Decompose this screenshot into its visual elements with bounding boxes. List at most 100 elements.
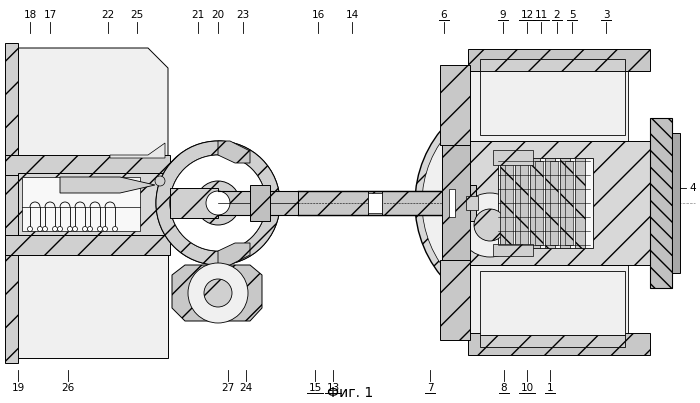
Text: 2: 2	[554, 10, 560, 20]
Text: 27: 27	[221, 383, 234, 393]
Text: 20: 20	[211, 10, 225, 20]
Bar	[18, 173, 166, 235]
Bar	[650, 118, 672, 288]
Circle shape	[97, 226, 102, 231]
Bar	[5, 155, 170, 175]
Text: 24: 24	[239, 383, 253, 393]
Polygon shape	[443, 145, 545, 304]
Circle shape	[67, 226, 73, 231]
Circle shape	[88, 226, 92, 231]
Polygon shape	[218, 243, 250, 265]
Bar	[468, 265, 628, 335]
Polygon shape	[110, 143, 165, 158]
Bar	[446, 185, 476, 221]
Text: 11: 11	[534, 10, 547, 20]
Bar	[560, 158, 570, 248]
Circle shape	[57, 226, 62, 231]
Text: 13: 13	[326, 383, 340, 393]
Circle shape	[27, 226, 32, 231]
Bar	[468, 333, 650, 355]
Text: 4: 4	[690, 183, 696, 193]
Text: 10: 10	[520, 383, 533, 393]
Text: 6: 6	[441, 10, 447, 20]
Text: 12: 12	[520, 10, 533, 20]
Bar	[500, 158, 510, 248]
Text: 8: 8	[500, 383, 508, 393]
Bar	[382, 191, 446, 215]
Bar	[550, 161, 558, 245]
Text: 5: 5	[568, 10, 575, 20]
Bar	[480, 335, 625, 347]
Bar	[672, 133, 680, 273]
Text: Фиг. 1: Фиг. 1	[327, 386, 373, 400]
Circle shape	[38, 226, 43, 231]
Bar	[250, 185, 270, 221]
Bar	[480, 71, 625, 135]
Text: 16: 16	[312, 10, 325, 20]
Text: 15: 15	[309, 383, 321, 393]
Bar	[468, 49, 650, 71]
Text: 23: 23	[237, 10, 250, 20]
Text: 21: 21	[191, 10, 204, 20]
Polygon shape	[5, 43, 18, 363]
Bar	[298, 191, 368, 215]
Bar	[218, 191, 298, 215]
Circle shape	[196, 181, 240, 225]
Text: 7: 7	[427, 383, 433, 393]
Circle shape	[113, 226, 118, 231]
Circle shape	[43, 226, 48, 231]
Text: 14: 14	[345, 10, 358, 20]
Bar	[468, 141, 658, 265]
Bar	[505, 161, 513, 245]
Bar	[449, 189, 455, 217]
Bar	[498, 158, 593, 248]
Circle shape	[52, 226, 57, 231]
Bar	[440, 260, 470, 340]
Bar	[298, 191, 446, 215]
Bar	[480, 59, 625, 71]
Circle shape	[206, 191, 230, 215]
Circle shape	[155, 176, 165, 186]
Text: 26: 26	[62, 383, 75, 393]
Text: 1: 1	[547, 383, 553, 393]
Circle shape	[422, 95, 638, 311]
Circle shape	[156, 141, 280, 265]
Bar	[515, 158, 525, 248]
Bar	[565, 161, 573, 245]
Bar	[493, 150, 533, 165]
Circle shape	[204, 279, 232, 307]
Bar	[368, 193, 382, 213]
Text: 9: 9	[500, 10, 506, 20]
Bar	[442, 141, 470, 265]
Circle shape	[458, 193, 522, 257]
Circle shape	[102, 226, 108, 231]
Text: 3: 3	[603, 10, 609, 20]
Text: 18: 18	[23, 10, 36, 20]
Circle shape	[188, 263, 248, 323]
Bar	[493, 244, 533, 256]
Circle shape	[474, 209, 506, 241]
Polygon shape	[218, 141, 250, 163]
Text: 17: 17	[43, 10, 57, 20]
Polygon shape	[172, 265, 262, 321]
Circle shape	[156, 141, 280, 265]
Text: 25: 25	[130, 10, 143, 20]
Bar	[440, 65, 470, 145]
Bar	[575, 158, 585, 248]
Bar	[530, 158, 540, 248]
Bar	[545, 158, 555, 248]
Bar	[5, 235, 170, 255]
Text: 19: 19	[11, 383, 25, 393]
Bar	[535, 161, 543, 245]
Polygon shape	[8, 255, 168, 358]
Bar	[22, 177, 140, 231]
Text: 22: 22	[102, 10, 115, 20]
Polygon shape	[60, 177, 155, 193]
Bar	[480, 271, 625, 335]
Bar	[468, 71, 628, 141]
Circle shape	[415, 88, 645, 318]
Circle shape	[170, 155, 266, 251]
Polygon shape	[8, 48, 168, 158]
Circle shape	[170, 155, 266, 251]
Bar	[466, 196, 478, 210]
